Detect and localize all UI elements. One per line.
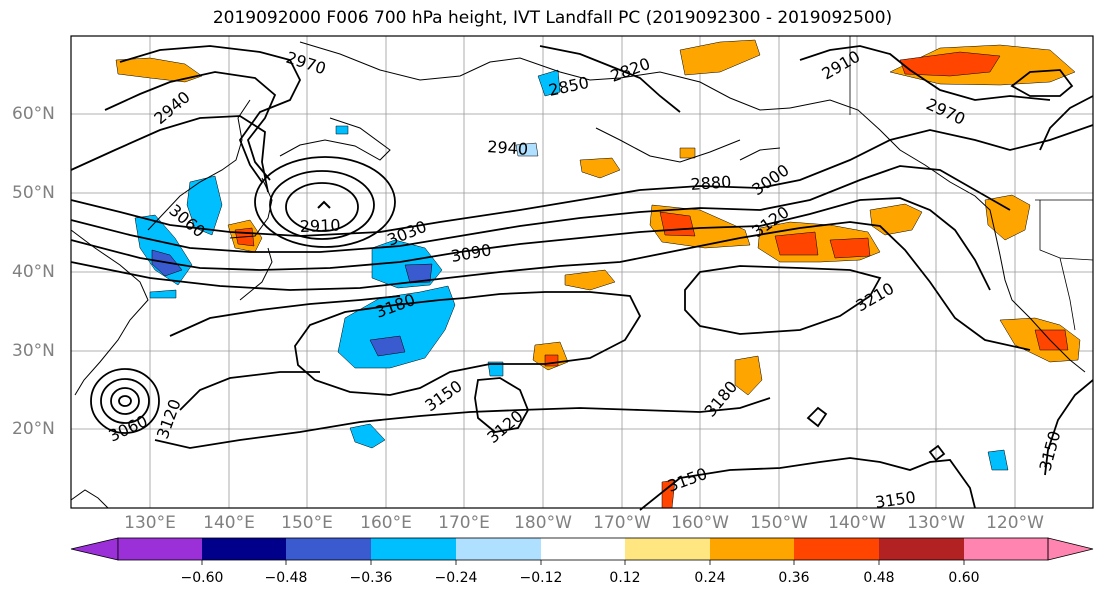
lon-label: 160°E <box>360 513 412 533</box>
colorbar-tick-label: −0.60 <box>180 570 224 586</box>
colorbar-tick-label: −0.12 <box>519 570 563 586</box>
gridlines <box>71 36 1093 508</box>
coastlines <box>70 41 1086 509</box>
lon-label: 150°W <box>750 513 808 533</box>
lon-label: 180°W <box>514 513 572 533</box>
lon-label: 160°W <box>671 513 729 533</box>
lat-label: 20°N <box>12 419 55 439</box>
lat-label: 50°N <box>12 183 55 203</box>
colorbar-tick-label: 0.12 <box>609 570 641 586</box>
borders <box>849 36 1094 331</box>
lon-label: 140°W <box>828 513 886 533</box>
colorbar-cell <box>286 538 371 560</box>
ivt-positive-regions <box>115 39 1081 509</box>
colorbar-tick-label: 0.36 <box>778 570 810 586</box>
colorbar-tick-label: 0.60 <box>948 570 980 586</box>
colorbar-cell <box>541 538 625 560</box>
colorbar <box>70 537 1094 565</box>
lat-label: 40°N <box>12 262 55 282</box>
lon-label: 120°W <box>986 513 1044 533</box>
lat-label: 30°N <box>12 341 55 361</box>
plot-title: 2019092000 F006 700 hPa height, IVT Land… <box>212 8 893 28</box>
contour-label: 2880 <box>690 172 732 194</box>
contour-label: 2940 <box>487 137 529 159</box>
colorbar-under-triangle <box>70 537 119 561</box>
lon-label: 150°E <box>281 513 333 533</box>
colorbar-cell <box>794 538 879 560</box>
colorbar-cell <box>625 538 710 560</box>
ivt-negative-regions <box>134 69 1009 471</box>
colorbar-cell <box>371 538 456 560</box>
colorbar-cell <box>118 538 202 560</box>
lon-label: 130°E <box>124 513 176 533</box>
colorbar-cell <box>879 538 964 560</box>
lon-label: 130°W <box>907 513 965 533</box>
colorbar-over-triangle <box>1047 537 1094 561</box>
colorbar-cell <box>710 538 794 560</box>
lon-label: 170°E <box>438 513 490 533</box>
lon-label: 140°E <box>203 513 255 533</box>
colorbar-cell <box>964 538 1048 560</box>
lon-label: 170°W <box>593 513 651 533</box>
colorbar-cell <box>456 538 541 560</box>
map-frame <box>70 35 1094 509</box>
colorbar-tick-label: −0.36 <box>349 570 393 586</box>
colorbar-tick-label: 0.48 <box>863 570 895 586</box>
low-center-marker <box>317 200 331 209</box>
colorbar-tick-label: −0.24 <box>434 570 478 586</box>
height-contours <box>70 45 1094 511</box>
colorbar-cell <box>202 538 286 560</box>
colorbar-tick-label: −0.48 <box>264 570 308 586</box>
contour-label: 2910 <box>299 216 340 236</box>
lat-label: 60°N <box>12 104 55 124</box>
colorbar-tick-label: 0.24 <box>694 570 726 586</box>
